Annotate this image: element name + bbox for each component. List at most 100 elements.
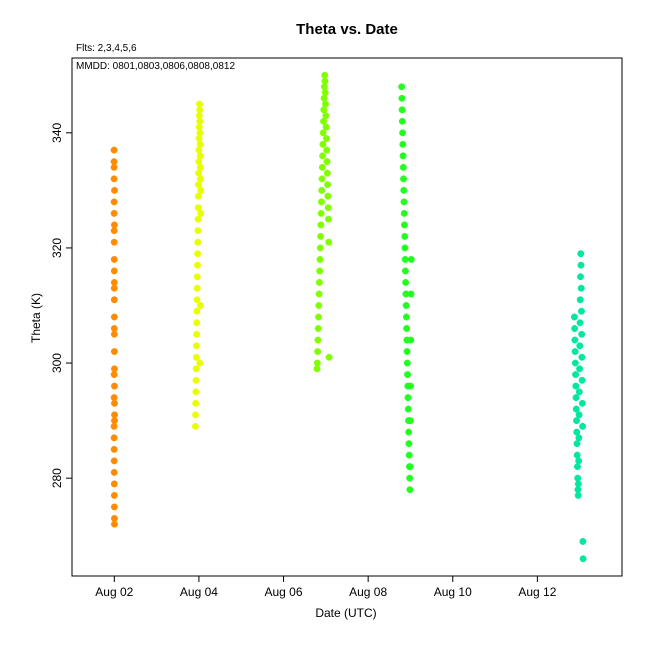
scatter-point: [110, 198, 118, 206]
scatter-point: [110, 457, 118, 465]
scatter-point: [576, 365, 584, 373]
scatter-point: [196, 129, 204, 137]
scatter-point: [196, 140, 204, 148]
scatter-point: [197, 209, 205, 217]
scatter-point: [398, 83, 406, 91]
scatter-point: [576, 319, 584, 327]
scatter-point: [323, 146, 331, 154]
scatter-point: [322, 123, 330, 131]
scatter-point: [403, 348, 411, 355]
scatter-point: [192, 411, 199, 419]
scatter-point: [192, 388, 200, 396]
plot-frame: [71, 57, 623, 577]
scatter-point: [194, 261, 201, 269]
scatter-point: [578, 399, 586, 407]
scatter-point: [196, 359, 204, 367]
scatter-point: [315, 302, 323, 309]
x-axis-title: Date (UTC): [315, 606, 376, 620]
scatter-point: [578, 307, 585, 315]
scatter-point: [196, 106, 204, 114]
scatter-point: [401, 267, 409, 275]
scatter-point: [572, 371, 580, 379]
scatter-point: [194, 192, 202, 200]
scatter-point: [110, 221, 118, 229]
scatter-point: [315, 313, 322, 321]
scatter-point: [314, 325, 322, 332]
x-tick-label: Aug 04: [180, 585, 218, 599]
scatter-point: [572, 405, 580, 413]
scatter-point: [110, 480, 118, 488]
scatter-point: [110, 279, 118, 286]
scatter-point: [193, 330, 201, 338]
scatter-point: [197, 186, 205, 194]
scatter-point: [195, 146, 203, 154]
chart-annotation-mmdd: MMDD: 0801,0803,0806,0808,0812: [76, 61, 235, 72]
scatter-point: [399, 140, 407, 148]
scatter-point: [319, 140, 327, 148]
scatter-point: [196, 163, 204, 171]
scatter-point: [405, 428, 413, 436]
scatter-point: [574, 474, 582, 482]
scatter-point: [570, 313, 578, 321]
scatter-point: [578, 330, 586, 338]
scatter-series-5: [570, 250, 587, 563]
scatter-point: [111, 365, 118, 373]
scatter-point: [193, 296, 201, 304]
scatter-point: [192, 365, 200, 373]
scatter-point: [316, 255, 324, 263]
scatter-point: [324, 192, 332, 200]
scatter-point: [195, 169, 203, 177]
x-tick-label: Aug 10: [434, 585, 472, 599]
scatter-point: [195, 135, 203, 143]
scatter-point: [398, 94, 406, 102]
scatter-point: [571, 359, 579, 367]
scatter-point: [575, 388, 583, 396]
scatter-point: [407, 382, 415, 390]
scatter-point: [324, 181, 332, 189]
scatter-point: [399, 152, 407, 160]
y-axis-title: Theta (K): [29, 293, 43, 343]
scatter-point: [406, 417, 414, 425]
y-tick-label: 300: [50, 353, 64, 373]
scatter-point: [579, 538, 587, 545]
scatter-point: [111, 411, 118, 419]
scatter-point: [573, 440, 581, 448]
scatter-point: [402, 313, 410, 321]
scatter-point: [578, 353, 586, 361]
scatter-point: [110, 434, 118, 442]
scatter-point: [110, 422, 118, 430]
scatter-point: [322, 135, 330, 143]
scatter-point: [194, 215, 202, 223]
scatter-point: [406, 474, 414, 482]
points-layer: [110, 71, 587, 563]
scatter-point: [398, 117, 406, 125]
scatter-series-4: [398, 83, 415, 494]
scatter-point: [194, 238, 202, 246]
scatter-point: [322, 112, 330, 120]
scatter-point: [406, 463, 414, 471]
scatter-point: [321, 89, 329, 96]
scatter-point: [315, 290, 323, 298]
scatter-point: [404, 405, 412, 413]
scatter-point: [111, 399, 118, 407]
scatter-point: [196, 100, 203, 108]
scatter-point: [110, 209, 118, 217]
scatter-point: [576, 342, 584, 350]
scatter-point: [110, 371, 118, 379]
scatter-point: [405, 451, 413, 459]
scatter-point: [325, 353, 333, 361]
scatter-series-3: [313, 71, 333, 373]
scatter-point: [314, 348, 322, 355]
scatter-point: [111, 417, 118, 425]
scatter-point: [195, 181, 202, 189]
x-tick-label: Aug 02: [95, 585, 133, 599]
y-tick-label: 280: [50, 468, 64, 488]
scatter-point: [575, 411, 583, 419]
x-tick-label: Aug 06: [265, 585, 303, 599]
scatter-point: [110, 296, 118, 304]
scatter-point: [401, 255, 409, 263]
scatter-point: [191, 422, 199, 430]
scatter-point: [110, 163, 118, 171]
scatter-point: [110, 394, 118, 402]
